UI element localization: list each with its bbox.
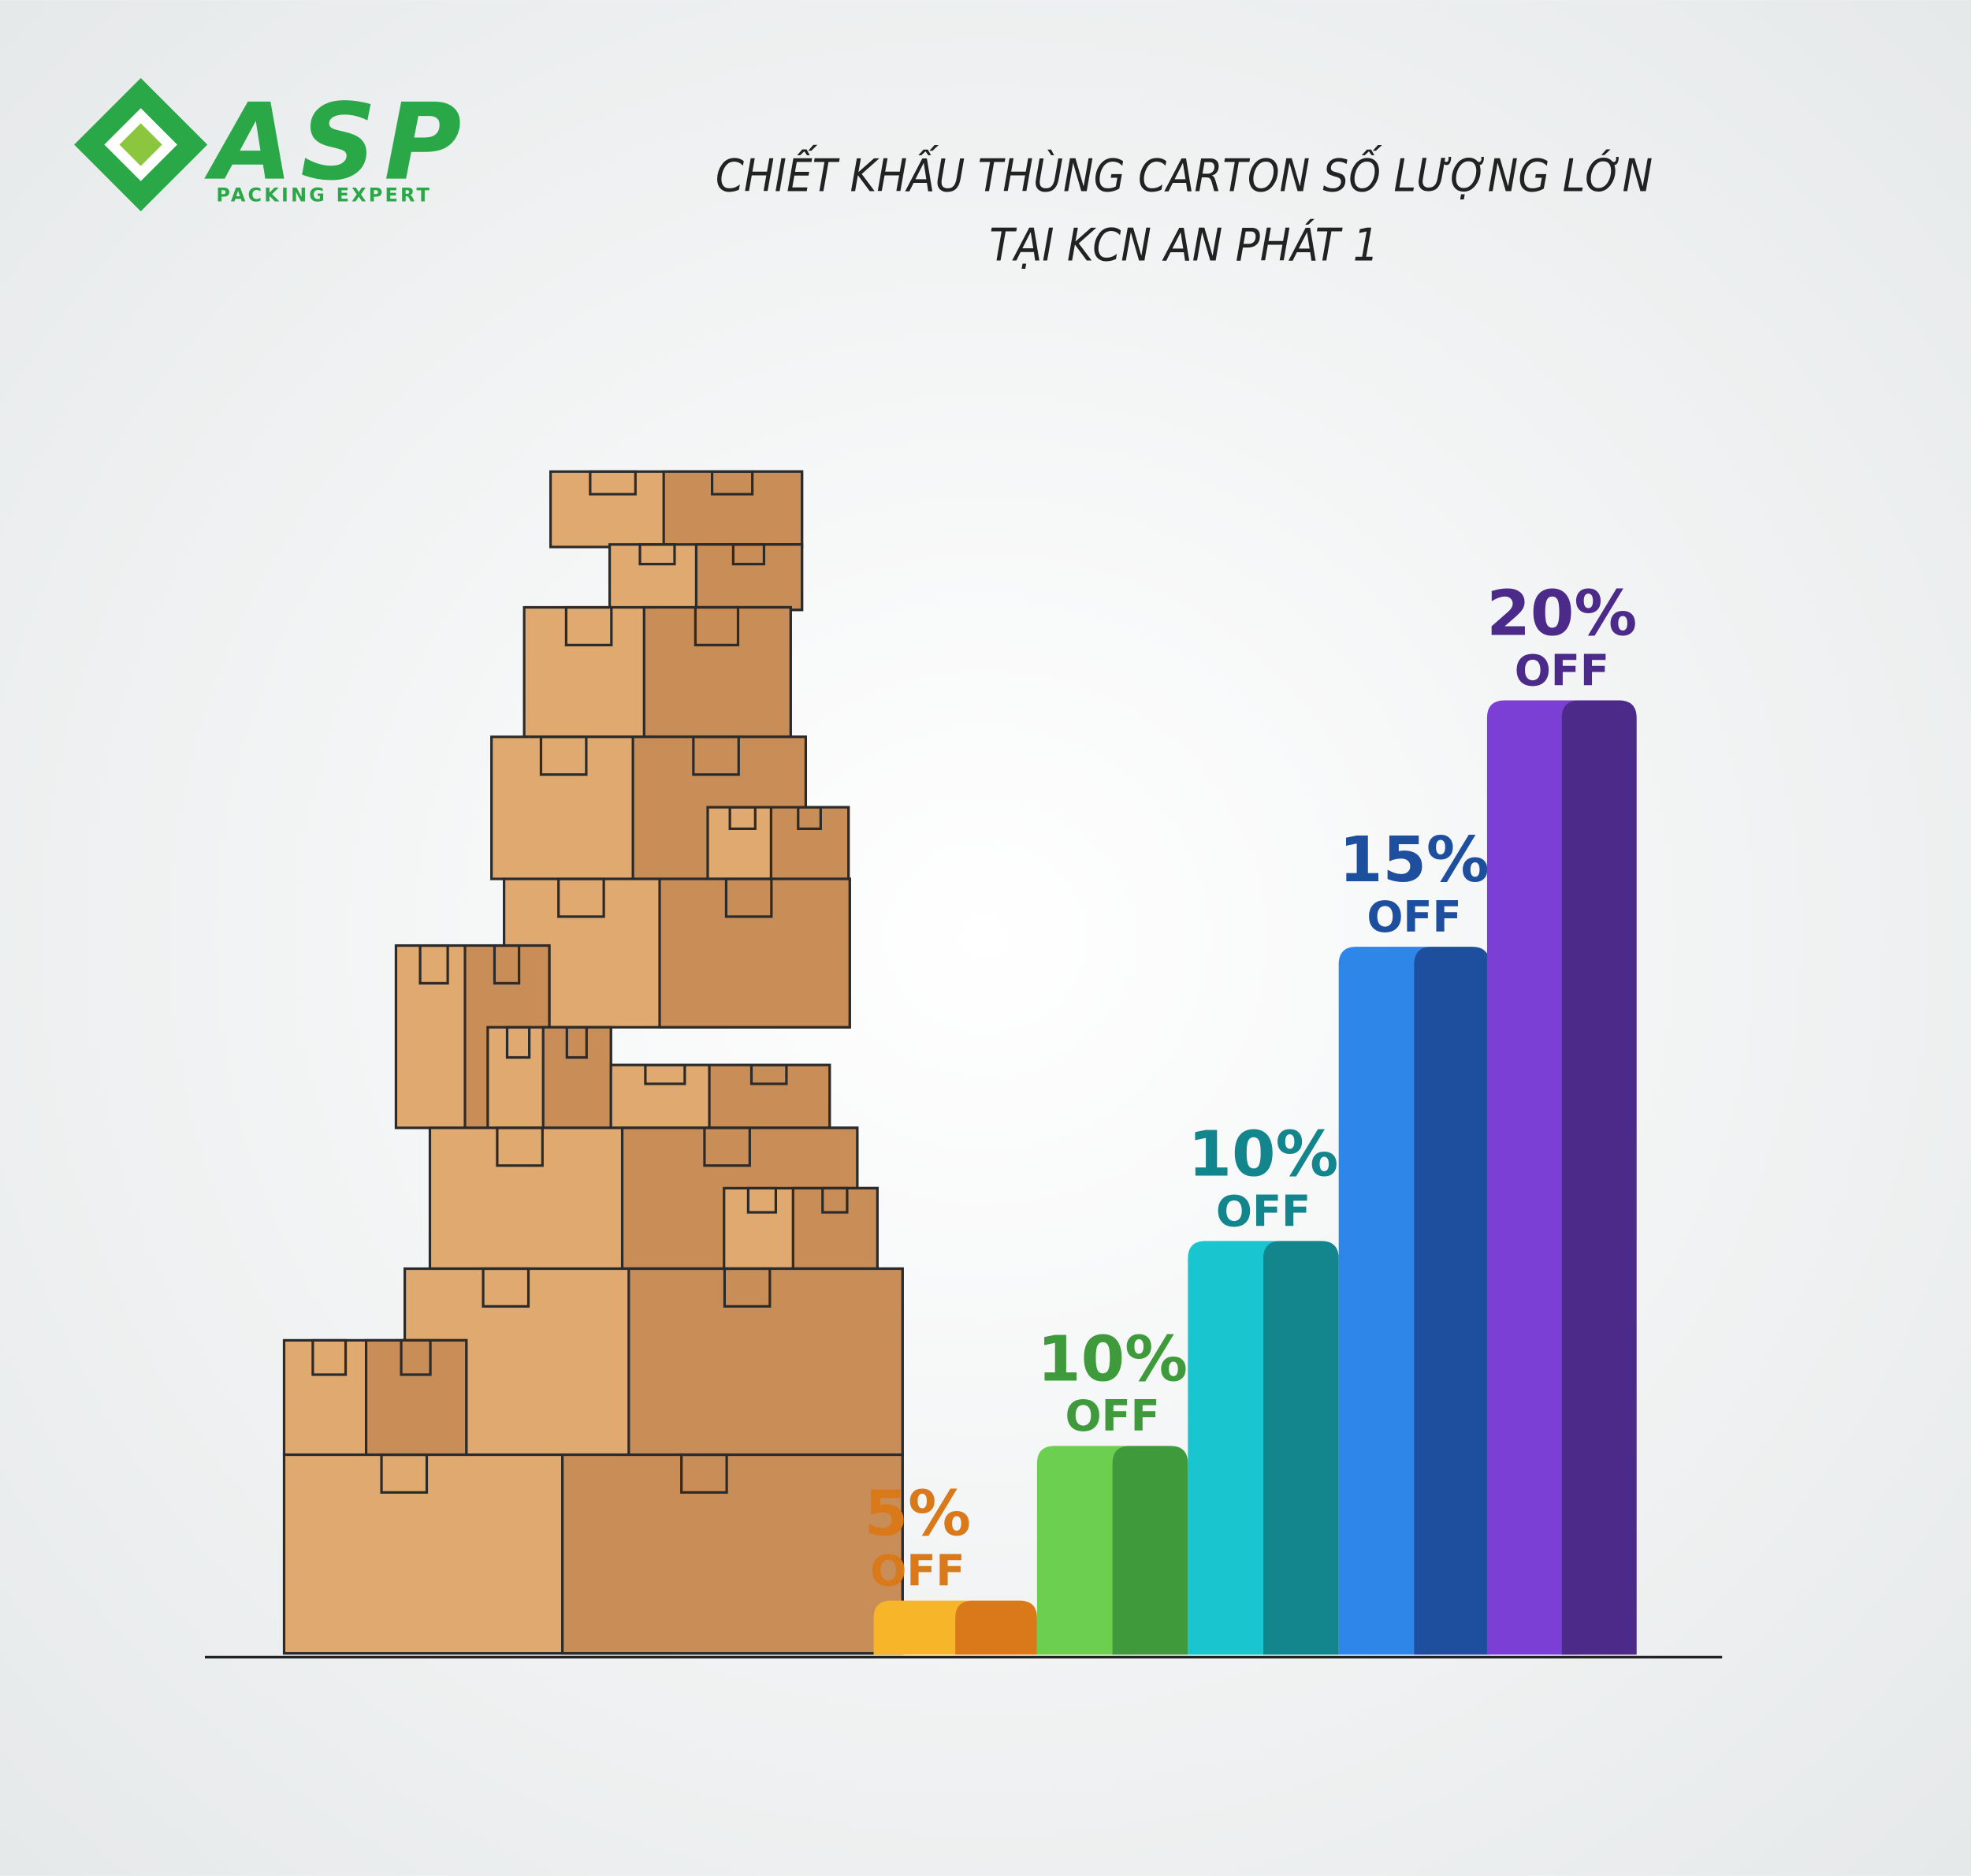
carton-tab: [680, 1453, 728, 1494]
carton-tab: [557, 877, 605, 918]
carton-tab: [703, 1126, 751, 1167]
carton-tab: [564, 605, 613, 646]
step-label: OFF: [1367, 892, 1461, 942]
carton-side: [708, 1063, 831, 1130]
step-discount: 10%: [1188, 1117, 1339, 1190]
step-bar-shade: [1414, 947, 1490, 1655]
carton-tab: [380, 1453, 429, 1494]
carton-side: [769, 806, 850, 880]
carton-tab: [311, 1338, 348, 1376]
carton-side: [561, 1453, 904, 1655]
carton-tab: [496, 1126, 544, 1167]
step-label: OFF: [1065, 1391, 1160, 1441]
carton-tab: [724, 877, 773, 918]
carton-side: [364, 1338, 468, 1457]
carton-tab: [482, 1267, 530, 1308]
step-bar-shade: [1561, 700, 1637, 1655]
carton-side: [541, 1025, 612, 1130]
carton-tab: [731, 543, 766, 566]
logo: ASP PACKING EXPERT: [74, 78, 469, 212]
carton-tab: [821, 1186, 849, 1214]
carton-tab: [694, 605, 740, 646]
step-bar-shade: [1263, 1241, 1339, 1655]
step-discount: 5%: [865, 1477, 971, 1550]
step-label: OFF: [1515, 646, 1609, 695]
carton-tab: [565, 1025, 588, 1059]
carton-tab: [539, 735, 588, 776]
logo-name: ASP: [204, 81, 469, 204]
step-discount: 15%: [1339, 823, 1489, 896]
step-label: OFF: [870, 1546, 965, 1595]
carton-tab: [589, 470, 637, 496]
carton-side: [627, 1267, 904, 1457]
step-discount: 10%: [1037, 1322, 1188, 1395]
carton-tab: [493, 944, 521, 985]
step-bar-shade: [1112, 1446, 1188, 1655]
step-bar: [1486, 700, 1580, 1655]
carton-tab: [728, 806, 757, 830]
carton-tab: [638, 543, 676, 566]
step-bar-shade: [955, 1600, 1037, 1655]
carton-side: [791, 1186, 879, 1271]
carton-side: [658, 877, 851, 1029]
carton-tab: [400, 1338, 432, 1376]
carton-tab: [505, 1025, 531, 1059]
step-discount: 20%: [1486, 577, 1637, 650]
carton-tab: [749, 1063, 788, 1085]
carton-tab: [710, 470, 754, 496]
step-bar: [1338, 947, 1432, 1655]
logo-diamond-core: [119, 123, 162, 166]
step-bar: [873, 1600, 973, 1655]
carton-stack: [282, 470, 904, 1655]
step-label: OFF: [1216, 1186, 1311, 1236]
carton-side: [694, 543, 804, 612]
title-line: TẠI KCN AN PHÁT 1: [989, 218, 1378, 271]
carton-tab: [418, 944, 449, 985]
carton-tab: [723, 1267, 772, 1308]
carton-tab: [692, 735, 740, 776]
carton-tab: [746, 1186, 778, 1214]
step-bar: [1188, 1241, 1281, 1655]
carton-side: [662, 470, 804, 549]
title-line: CHIẾT KHẤU THÙNG CARTON SỐ LƯỢNG LỚN: [716, 144, 1653, 203]
carton-tab: [644, 1063, 686, 1085]
carton-tab: [797, 806, 822, 830]
step-bar: [1036, 1446, 1130, 1655]
logo-tagline: PACKING EXPERT: [216, 184, 432, 206]
carton-side: [642, 605, 792, 739]
